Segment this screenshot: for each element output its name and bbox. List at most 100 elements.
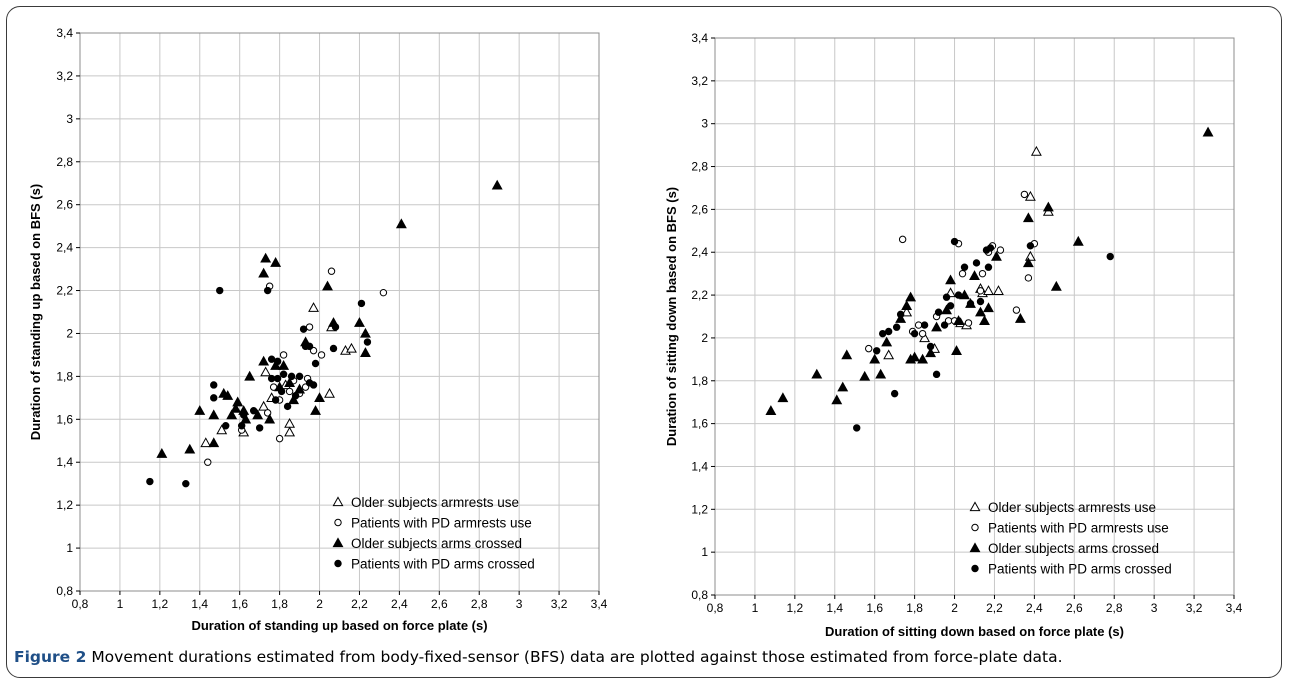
x-tick-label: 2,4 <box>391 597 408 611</box>
data-point <box>305 323 314 331</box>
data-point <box>919 332 931 343</box>
data-point <box>264 413 276 424</box>
x-tick-label: 1,2 <box>787 601 804 615</box>
legend-marker <box>334 559 342 568</box>
legend-marker <box>332 496 344 507</box>
x-tick-label: 2,8 <box>471 597 488 611</box>
data-point <box>237 422 246 430</box>
data-point <box>258 267 270 278</box>
data-point <box>208 409 220 420</box>
data-point <box>379 288 388 297</box>
series-filled-triangle <box>156 179 503 458</box>
data-point <box>958 269 967 278</box>
data-point <box>976 297 985 306</box>
data-point <box>230 402 242 413</box>
data-point <box>156 448 168 458</box>
data-point <box>984 263 993 271</box>
data-point <box>1024 274 1033 282</box>
series-open-triangle <box>883 145 1054 360</box>
legend-label: Older subjects armrests use <box>351 495 519 510</box>
data-point <box>210 381 218 389</box>
x-tick-label: 3,2 <box>551 597 568 611</box>
data-point <box>811 368 823 379</box>
data-point <box>881 336 893 347</box>
data-point <box>331 323 340 331</box>
data-point <box>270 257 282 267</box>
data-point <box>1030 145 1042 156</box>
x-tick-label: 3,4 <box>1226 601 1243 615</box>
data-point <box>278 360 290 370</box>
data-point <box>267 374 276 383</box>
data-point <box>329 344 338 353</box>
data-point <box>831 394 843 405</box>
data-point <box>951 345 962 355</box>
data-point <box>273 374 282 383</box>
series-filled-circle <box>853 237 1114 432</box>
data-point <box>324 387 335 398</box>
data-point <box>853 424 861 432</box>
data-point <box>964 319 973 327</box>
chart-standing-up: 0,8 1 1,2 1,4 1,6 1,8 2 2,2 2,4 2,6 2,8 3 3,2 3,4 0,8 1… <box>28 26 608 633</box>
data-point <box>294 383 306 394</box>
y-tick-label: 2,8 <box>56 155 73 169</box>
legend-marker <box>969 501 981 512</box>
x-tick-label: 0,8 <box>707 601 724 615</box>
data-point <box>884 327 893 336</box>
legend-marker <box>332 537 344 548</box>
y-tick-label: 2,4 <box>691 245 708 259</box>
data-point <box>1022 212 1034 223</box>
data-point <box>279 351 288 359</box>
data-point <box>872 347 881 355</box>
data-point <box>360 347 371 357</box>
data-point <box>1072 235 1084 246</box>
data-point <box>969 270 980 280</box>
legend-label: Patients with PD arms crossed <box>351 557 535 572</box>
data-point <box>979 315 990 325</box>
data-point <box>878 329 887 338</box>
y-tick-label: 3 <box>701 117 708 131</box>
data-point <box>184 443 196 454</box>
x-tick-label: 3 <box>516 597 523 611</box>
data-point <box>258 400 270 411</box>
data-point <box>222 422 230 430</box>
y-tick-label: 0,8 <box>56 584 73 598</box>
data-point <box>354 317 365 327</box>
data-point <box>258 355 270 366</box>
data-point <box>996 246 1005 254</box>
x-tick-label: 3,4 <box>591 597 608 611</box>
y-tick-label: 1,8 <box>56 369 73 383</box>
data-point <box>959 289 970 300</box>
x-tick-label: 2 <box>316 597 323 611</box>
x-tick-label: 1,2 <box>152 597 169 611</box>
data-point <box>901 306 913 317</box>
plot-area-border <box>714 37 1235 596</box>
data-point <box>1024 250 1036 261</box>
data-point <box>925 347 937 358</box>
y-tick-label: 1,2 <box>56 498 73 512</box>
data-point <box>931 321 943 332</box>
y-tick-label: 1 <box>701 545 708 559</box>
y-tick-label: 1,6 <box>691 417 708 431</box>
x-tick-label: 1 <box>117 597 124 611</box>
y-tick-label: 2 <box>66 326 73 340</box>
y-tick-label: 1,4 <box>691 459 708 473</box>
data-point <box>260 366 272 377</box>
y-tick-label: 2,6 <box>56 198 73 212</box>
y-tick-label: 3,4 <box>691 31 708 45</box>
x-axis-title: Duration of standing up based on force p… <box>191 618 487 633</box>
series-filled-triangle <box>765 126 1214 415</box>
data-point <box>972 259 981 267</box>
data-point <box>920 321 929 329</box>
data-point <box>1026 242 1035 250</box>
data-point <box>308 302 319 312</box>
legend: Older subjects armrests use Patients with… <box>969 500 1172 577</box>
y-tick-label: 2,4 <box>56 241 73 255</box>
data-point <box>1202 126 1214 137</box>
x-axis-title: Duration of sitting down based on force … <box>825 624 1124 639</box>
y-tick-label: 3,4 <box>56 26 73 40</box>
data-point <box>918 329 927 338</box>
data-point <box>279 370 288 378</box>
data-point <box>945 274 956 285</box>
data-point <box>322 280 333 291</box>
